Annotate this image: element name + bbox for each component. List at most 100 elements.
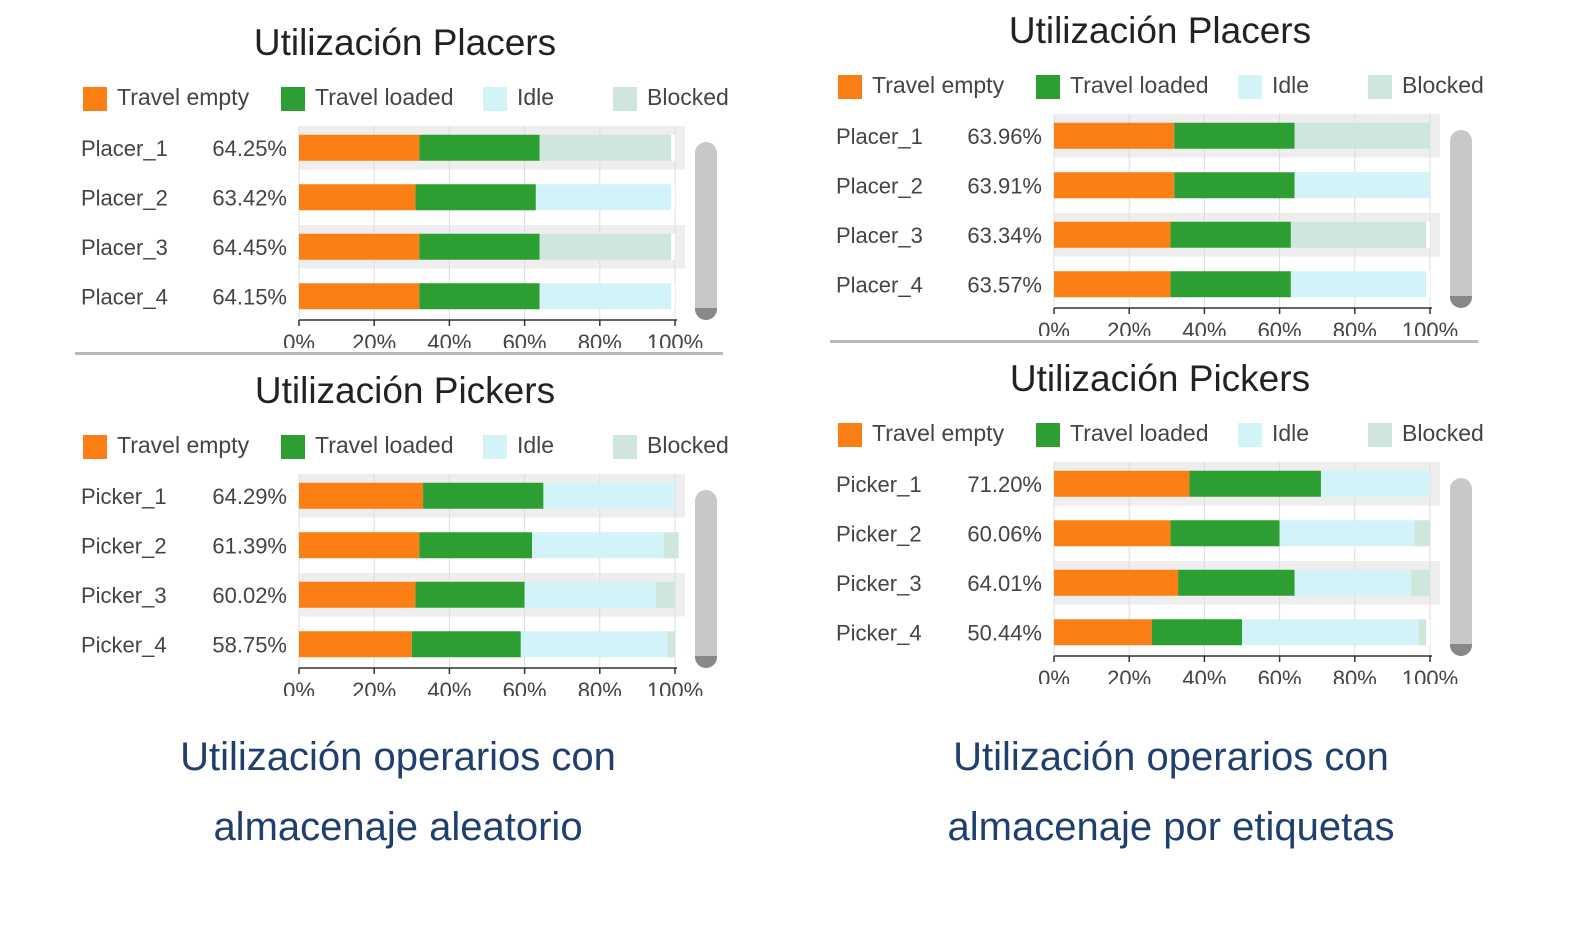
vertical-scrollbar[interactable]	[695, 142, 717, 320]
chart-placers-random: Utilización Placers Travel empty Travel lo…	[75, 18, 735, 348]
value-label: 63.96%	[967, 124, 1042, 149]
bar-segment-travel-empty	[299, 134, 420, 161]
x-tick-label: 20%	[1107, 666, 1151, 684]
bar-segment-travel-empty	[1054, 122, 1175, 149]
legend-label: Blocked	[1402, 420, 1484, 446]
legend-label: Blocked	[647, 432, 729, 458]
x-tick-label: 80%	[578, 330, 622, 348]
x-tick-label: 40%	[427, 678, 471, 696]
bar-segment-travel-empty	[1054, 520, 1171, 547]
x-tick-label: 80%	[578, 678, 622, 696]
legend-swatch	[838, 75, 862, 99]
x-tick-label: 100%	[647, 678, 703, 696]
right-panel: Utilización Placers Travel empty Travel lo…	[830, 6, 1490, 706]
legend-label: Travel loaded	[315, 84, 454, 110]
legend-label: Idle	[517, 84, 555, 110]
bar-segment-travel-loaded	[1178, 569, 1295, 596]
x-tick-label: 0%	[283, 330, 315, 348]
bar-plot: Picker_1 71.20% Picker_2 60.06% Picker_3 64.0…	[836, 462, 1458, 684]
category-label: Placer_4	[81, 284, 168, 309]
bar-segment-travel-loaded	[1170, 520, 1280, 547]
value-label: 61.39%	[212, 533, 287, 558]
bar-remainder	[671, 184, 675, 211]
legend-label: Blocked	[647, 84, 729, 110]
legend-swatch	[838, 423, 862, 447]
bar-segment-idle	[520, 631, 668, 658]
chart-pickers-labels: Utilización Pickers Travel empty Travel lo…	[830, 354, 1490, 684]
legend-swatch	[1238, 423, 1262, 447]
left-panel: Utilización Placers Travel empty Travel lo…	[75, 18, 735, 718]
legend-swatch	[613, 87, 637, 111]
legend-swatch	[483, 435, 507, 459]
x-tick-label: 80%	[1333, 666, 1377, 684]
value-label: 64.15%	[212, 284, 287, 309]
legend-label: Idle	[517, 432, 555, 458]
caption-line: almacenaje aleatorio	[213, 805, 583, 849]
value-label: 63.57%	[967, 272, 1042, 297]
chart-title: Utilización Placers	[1008, 10, 1312, 51]
chart-placers-labels: Utilización Placers Travel empty Travel lo…	[830, 6, 1490, 336]
x-tick-label: 20%	[352, 330, 396, 348]
x-tick-label: 20%	[352, 678, 396, 696]
bar-segment-travel-empty	[299, 283, 420, 310]
legend-label: Idle	[1272, 420, 1310, 446]
value-label: 64.29%	[212, 484, 287, 509]
bar-remainder	[671, 283, 675, 310]
chart-pickers-random: Utilización Pickers Travel empty Travel lo…	[75, 366, 735, 696]
divider	[75, 352, 723, 355]
caption-line: Utilización operarios con	[180, 735, 616, 779]
scrollbar-thumb-end[interactable]	[695, 308, 717, 320]
category-label: Placer_2	[81, 185, 168, 210]
scrollbar-thumb-end[interactable]	[1450, 296, 1472, 308]
bar-segment-travel-empty	[1054, 271, 1171, 298]
legend-label: Travel empty	[872, 72, 1005, 98]
legend-swatch	[613, 435, 637, 459]
bar-segment-idle	[1294, 172, 1430, 199]
x-tick-label: 40%	[1182, 318, 1226, 336]
bar-segment-travel-empty	[299, 581, 416, 608]
category-label: Picker_3	[836, 571, 922, 596]
chart-title: Utilización Pickers	[1009, 358, 1311, 399]
x-tick-label: 100%	[647, 330, 703, 348]
bar-segment-blocked	[656, 581, 675, 608]
bar-segment-idle	[1290, 271, 1427, 298]
bar-segment-travel-loaded	[411, 631, 521, 658]
category-label: Placer_3	[81, 235, 168, 260]
category-label: Picker_1	[836, 472, 922, 497]
value-label: 71.20%	[967, 472, 1042, 497]
bar-segment-travel-empty	[1054, 221, 1171, 248]
vertical-scrollbar[interactable]	[695, 490, 717, 668]
bar-segment-travel-empty	[1054, 619, 1152, 646]
scrollbar-thumb-end[interactable]	[1450, 644, 1472, 656]
scrollbar-thumb-end[interactable]	[695, 656, 717, 668]
value-label: 64.45%	[212, 235, 287, 260]
value-label: 63.91%	[967, 173, 1042, 198]
vertical-scrollbar[interactable]	[1450, 478, 1472, 656]
value-label: 58.75%	[212, 632, 287, 657]
legend-swatch	[1368, 423, 1392, 447]
bar-segment-blocked	[539, 233, 672, 260]
legend-label: Travel loaded	[1070, 72, 1209, 98]
x-tick-label: 40%	[1182, 666, 1226, 684]
bar-plot: Placer_1 63.96% Placer_2 63.91% Placer_3 63.3…	[836, 114, 1458, 336]
bar-segment-blocked	[663, 532, 679, 559]
x-tick-label: 20%	[1107, 318, 1151, 336]
vertical-scrollbar[interactable]	[1450, 130, 1472, 308]
bar-remainder	[1426, 619, 1430, 646]
x-tick-label: 0%	[283, 678, 315, 696]
category-label: Placer_1	[81, 136, 168, 161]
caption-random-storage: Utilización operarios con almacenaje ale…	[18, 722, 778, 862]
legend-label: Travel empty	[117, 84, 250, 110]
bar-segment-blocked	[1418, 619, 1427, 646]
divider	[830, 340, 1478, 343]
category-label: Picker_2	[836, 521, 922, 546]
bar-segment-travel-loaded	[419, 532, 533, 559]
bar-segment-blocked	[667, 631, 675, 658]
legend-swatch	[83, 435, 107, 459]
legend-swatch	[1036, 423, 1060, 447]
bar-segment-travel-loaded	[415, 581, 525, 608]
value-label: 50.44%	[967, 620, 1042, 645]
legend-label: Idle	[1272, 72, 1310, 98]
value-label: 60.06%	[967, 521, 1042, 546]
x-tick-label: 60%	[1258, 318, 1302, 336]
